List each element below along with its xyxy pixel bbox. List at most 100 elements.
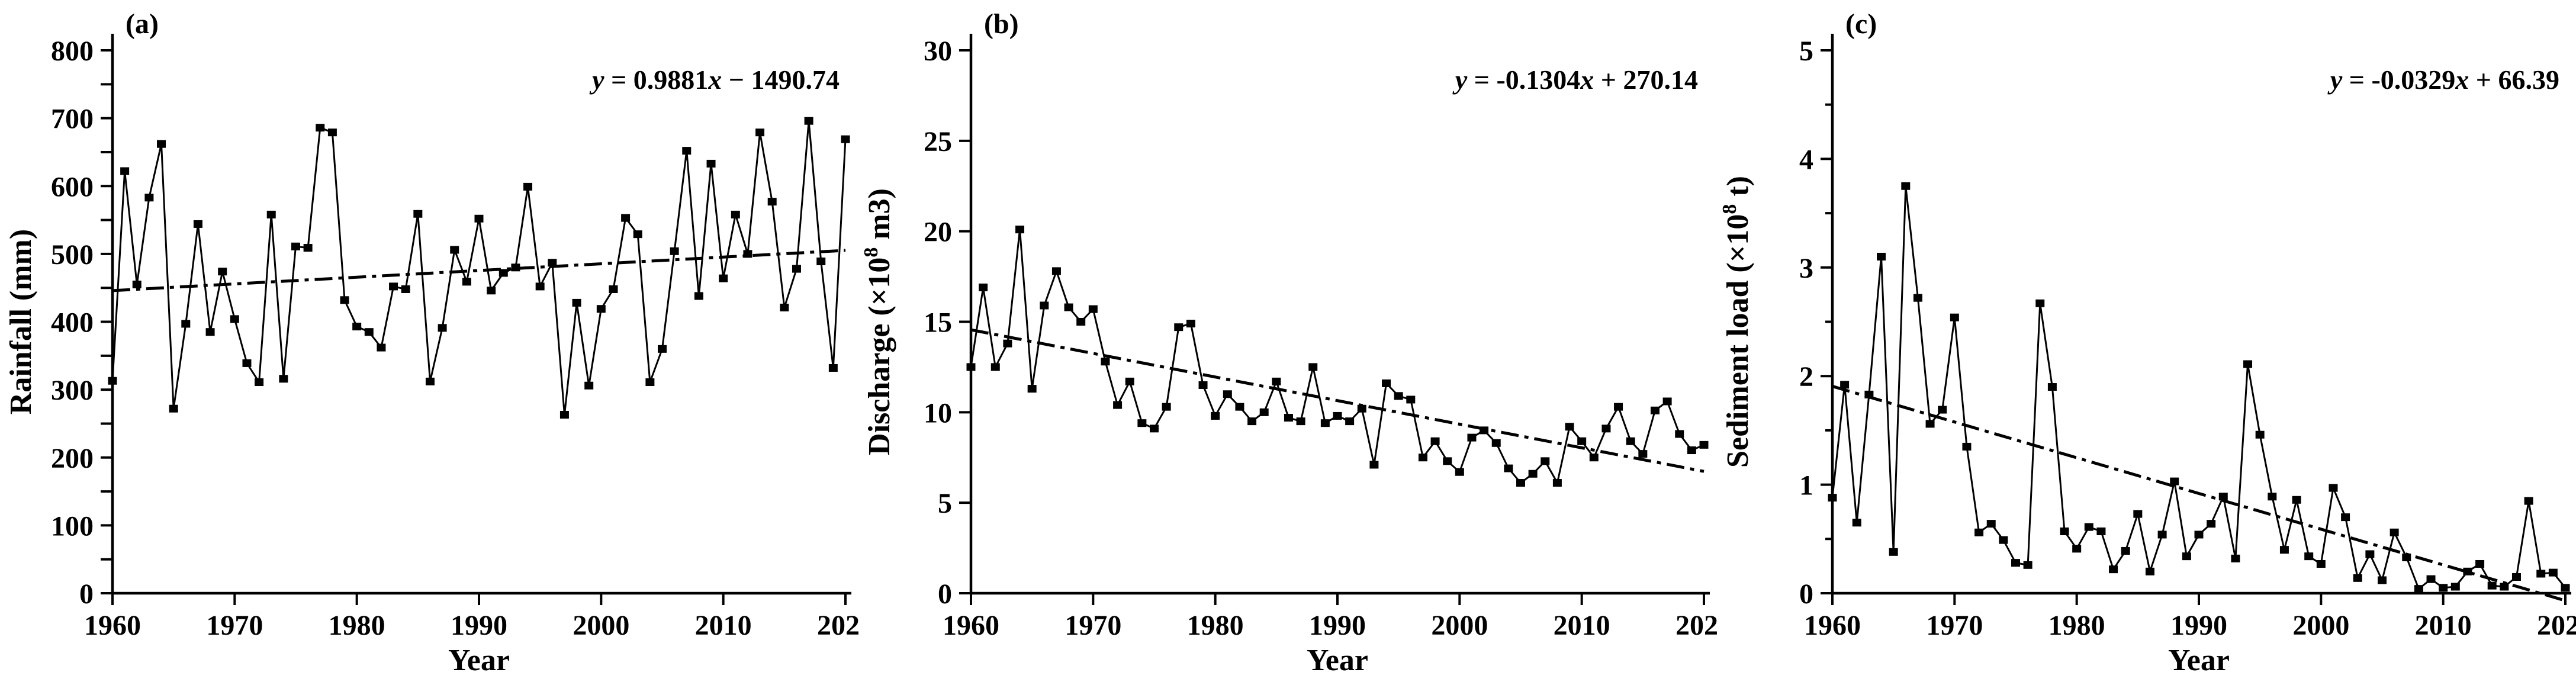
data-point: [2255, 430, 2265, 439]
data-point: [2402, 553, 2411, 561]
y-tick-label: 4: [1799, 144, 1813, 175]
data-point: [327, 128, 337, 137]
data-point: [303, 244, 313, 252]
data-point: [230, 315, 239, 323]
y-tick-label: 20: [924, 217, 952, 248]
data-point: [144, 194, 154, 202]
y-tick-label: 100: [51, 510, 94, 542]
x-axis-title: Year: [1307, 644, 1368, 677]
y-axis-title: Sediment load (×108 t): [1719, 176, 1755, 468]
data-series-line: [970, 229, 1705, 485]
data-point: [1418, 454, 1427, 462]
data-point: [645, 378, 655, 387]
data-point: [979, 283, 988, 291]
data-point: [828, 364, 838, 372]
data-point: [1589, 454, 1599, 462]
data-point: [1601, 424, 1611, 433]
data-point: [2170, 477, 2179, 485]
data-point: [1125, 377, 1134, 385]
data-point: [584, 381, 594, 390]
panel-letter: (c): [1845, 8, 1877, 40]
data-point: [1333, 411, 1342, 420]
data-point: [731, 210, 740, 218]
data-point: [1064, 303, 1073, 311]
x-tick-label: 2000: [573, 610, 629, 641]
y-tick-label: 400: [51, 307, 94, 339]
data-series-line: [1831, 186, 2567, 591]
x-tick-label: 1970: [206, 610, 263, 641]
data-point: [1999, 536, 2008, 544]
x-tick-label: 1970: [1065, 610, 1121, 641]
trend-equation: y = 0.9881x − 1490.74: [589, 65, 840, 95]
data-point: [2414, 585, 2423, 593]
x-tick-label: 1960: [84, 610, 141, 641]
y-tick-label: 1: [1799, 470, 1813, 501]
data-point: [1840, 381, 1850, 389]
data-point: [1650, 406, 1660, 414]
discharge-chart: 0 5 10 15 20 25 30 1960 1970 1980 1990 2000 2010 2020…: [860, 8, 1717, 677]
x-tick-label: 1990: [2170, 610, 2227, 641]
data-point: [1962, 442, 1972, 451]
data-point: [389, 282, 398, 291]
data-point: [1430, 437, 1440, 445]
data-point: [352, 323, 362, 331]
data-point: [2060, 527, 2069, 535]
y-tick-label: 0: [79, 578, 94, 610]
y-tick-label: 2: [1799, 361, 1813, 393]
data-point: [2182, 552, 2191, 561]
sediment-load-chart: 0 1 2 3 4 5 1960 1970 1980 1990 2000 2010 2020 y = -0…: [1719, 8, 2576, 677]
data-point: [2548, 568, 2558, 577]
data-point: [316, 124, 325, 132]
data-point: [548, 259, 557, 267]
panel-sediment-load: 0 1 2 3 4 5 1960 1970 1980 1990 2000 2010 2020 y = -0…: [1717, 0, 2576, 685]
data-point: [2524, 497, 2533, 505]
data-point: [1516, 479, 1525, 487]
data-point: [1901, 182, 1911, 190]
data-point: [1614, 403, 1623, 411]
x-tick-label: 1980: [1187, 610, 1244, 641]
data-point: [193, 220, 202, 228]
x-tick-label: 2010: [2415, 610, 2472, 641]
data-point: [2561, 584, 2570, 592]
y-tick-label: 700: [51, 104, 94, 135]
data-point: [1137, 419, 1147, 427]
data-point: [2450, 583, 2460, 591]
data-point: [169, 404, 178, 413]
y-tick-label: 600: [51, 171, 94, 202]
data-point: [413, 210, 423, 218]
data-point: [523, 182, 533, 191]
data-point: [816, 257, 826, 265]
data-point: [2243, 360, 2253, 368]
data-point: [609, 285, 618, 293]
data-point: [2390, 528, 2399, 536]
data-point: [596, 305, 606, 313]
data-point: [279, 375, 288, 383]
data-point: [218, 268, 227, 276]
data-point: [1577, 437, 1587, 445]
data-point: [1480, 426, 1489, 435]
data-point: [1296, 417, 1305, 426]
data-point: [1974, 528, 1984, 536]
data-point: [1076, 318, 1086, 326]
data-point: [291, 242, 300, 250]
data-point: [1406, 395, 1416, 404]
data-point: [2231, 554, 2240, 562]
data-point: [2207, 520, 2216, 528]
trend-equation: y = -0.0329x + 66.39: [2327, 65, 2559, 95]
y-tick-label: 500: [51, 239, 94, 271]
y-tick-label: 800: [51, 36, 94, 67]
x-tick-label: 2000: [2292, 610, 2349, 641]
data-point: [266, 210, 276, 218]
data-point: [2304, 552, 2314, 561]
x-tick-label: 2010: [695, 610, 752, 641]
data-point: [621, 214, 631, 222]
x-tick-label: 2020: [817, 610, 858, 641]
y-tick-label: 25: [924, 126, 952, 157]
data-point: [1259, 408, 1269, 416]
y-tick-label: 15: [924, 307, 952, 339]
data-point: [1877, 252, 1886, 261]
data-point: [1003, 339, 1012, 348]
data-point: [2268, 493, 2277, 501]
data-point: [755, 128, 765, 137]
data-point: [2378, 576, 2387, 584]
